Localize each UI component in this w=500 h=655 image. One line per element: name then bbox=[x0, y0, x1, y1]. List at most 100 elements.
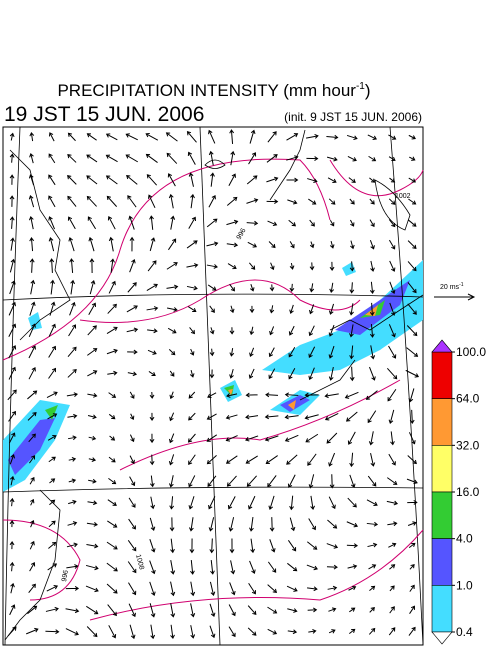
colorbar-label: 0.4 bbox=[456, 625, 473, 639]
wind-arrow bbox=[308, 198, 317, 205]
wind-arrow bbox=[269, 517, 275, 532]
wind-arrow bbox=[387, 521, 398, 527]
wind-arrow bbox=[166, 262, 178, 270]
title-end: ) bbox=[365, 81, 371, 100]
wind-arrow bbox=[369, 198, 375, 205]
wind-arrow bbox=[367, 542, 378, 548]
wind-arrow bbox=[149, 539, 156, 553]
wind-arrow bbox=[326, 134, 339, 140]
wind-arrow bbox=[88, 302, 97, 315]
wind-arrow bbox=[107, 604, 117, 617]
wind-arrow bbox=[106, 541, 118, 550]
wind-arrow bbox=[346, 521, 359, 528]
wind-arrow bbox=[408, 134, 416, 140]
wind-arrow bbox=[127, 371, 138, 377]
wind-arrow bbox=[168, 475, 174, 488]
wind-arrow bbox=[110, 258, 115, 273]
wind-arrow bbox=[188, 391, 196, 399]
wind-arrow bbox=[327, 585, 338, 591]
wind-arrow bbox=[209, 603, 216, 618]
wind-arrow bbox=[166, 152, 178, 164]
wind-arrow bbox=[30, 279, 36, 295]
wind-arrow bbox=[66, 392, 79, 397]
wind-arrow bbox=[29, 455, 36, 464]
wind-arrow bbox=[87, 393, 98, 398]
wind-arrow bbox=[188, 475, 196, 488]
wind-arrow bbox=[349, 324, 354, 338]
wind-arrow bbox=[407, 455, 417, 465]
wind-arrow bbox=[86, 133, 97, 141]
wind-arrow bbox=[126, 327, 139, 333]
wind-arrow bbox=[248, 262, 256, 270]
wind-arrow bbox=[48, 367, 57, 379]
wind-arrow bbox=[109, 435, 116, 441]
wind-arrow bbox=[48, 456, 56, 463]
wind-arrow bbox=[188, 454, 196, 466]
wind-arrow bbox=[248, 495, 256, 510]
wind-arrow bbox=[190, 603, 196, 618]
wind-arrow bbox=[48, 345, 57, 358]
wind-arrow bbox=[105, 133, 118, 141]
wind-arrow bbox=[188, 412, 196, 421]
wind-arrow bbox=[287, 474, 296, 489]
wind-arrow bbox=[107, 499, 117, 506]
wind-arrow bbox=[287, 629, 298, 635]
wind-arrow bbox=[349, 219, 355, 227]
wind-arrow bbox=[349, 452, 355, 468]
wind-arrow bbox=[347, 156, 357, 162]
wind-arrow bbox=[89, 258, 95, 273]
wind-arrow bbox=[408, 432, 416, 445]
wind-arrow bbox=[170, 624, 175, 640]
map-frame bbox=[2, 126, 424, 646]
colorbar-label: 32.0 bbox=[456, 438, 480, 452]
wind-arrow bbox=[370, 453, 376, 467]
wind-arrow bbox=[85, 564, 99, 571]
wind-arrow bbox=[167, 173, 176, 187]
wind-arrow bbox=[189, 327, 195, 335]
wind-arrow bbox=[70, 279, 76, 295]
wind-arrow bbox=[69, 258, 75, 274]
wind-arrow bbox=[210, 560, 215, 575]
wind-arrow bbox=[207, 392, 217, 399]
wind-arrow bbox=[289, 262, 295, 270]
wind-arrow bbox=[29, 540, 35, 550]
wind-arrow bbox=[7, 389, 17, 401]
wind-arrow bbox=[268, 347, 275, 358]
wind-arrow bbox=[308, 367, 315, 381]
wind-arrow bbox=[9, 561, 15, 572]
wind-arrow bbox=[269, 539, 276, 553]
wind-arrow bbox=[389, 177, 396, 183]
wind-arrow bbox=[48, 174, 56, 186]
colorbar-segment bbox=[431, 398, 453, 446]
map-area: 996 1002 1008 996 bbox=[2, 126, 424, 646]
wind-arrow bbox=[307, 453, 317, 466]
wind-arrow bbox=[267, 606, 278, 614]
colorbar-label: 4.0 bbox=[456, 532, 473, 546]
wind-arrow bbox=[187, 433, 196, 443]
wind-arrow bbox=[288, 347, 296, 358]
wind-arrow bbox=[409, 605, 415, 614]
wind-arrow bbox=[267, 628, 278, 635]
wind-arrow bbox=[88, 236, 95, 252]
wind-arrow bbox=[369, 585, 376, 592]
wind-arrow bbox=[128, 215, 135, 230]
wind-arrow bbox=[30, 519, 35, 528]
wind-arrow bbox=[388, 324, 396, 338]
wind-arrow bbox=[108, 477, 117, 485]
wind-arrow bbox=[9, 432, 16, 444]
wind-arrow bbox=[369, 323, 375, 338]
wind-arrow bbox=[308, 346, 316, 359]
wind-arrow bbox=[168, 349, 176, 356]
wind-arrow bbox=[225, 414, 238, 420]
colorbar-label: 16.0 bbox=[456, 485, 480, 499]
wind-arrow bbox=[329, 261, 335, 272]
wind-arrow bbox=[48, 541, 57, 549]
wind-arrow bbox=[67, 521, 78, 526]
wind-arrow bbox=[328, 345, 335, 359]
wind-arrow bbox=[9, 258, 16, 273]
wind-arrow bbox=[67, 174, 77, 185]
wind-arrow bbox=[369, 240, 375, 250]
wind-arrow bbox=[127, 282, 137, 293]
wind-arrow bbox=[128, 497, 136, 508]
wind-arrow bbox=[307, 607, 318, 613]
